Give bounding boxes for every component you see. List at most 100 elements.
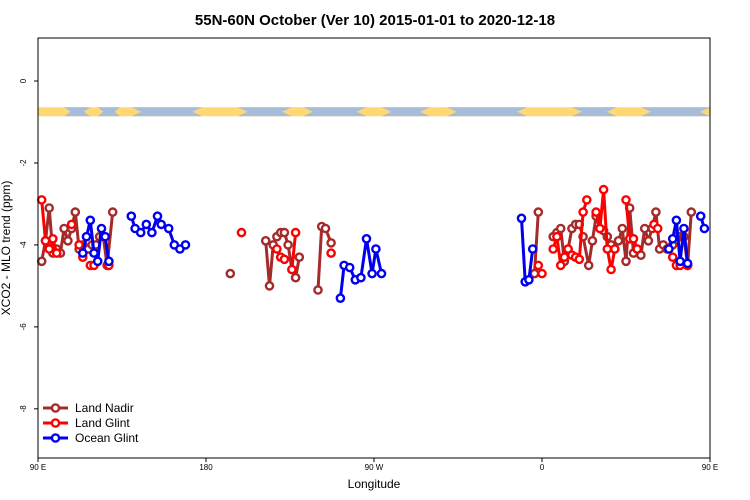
data-point (335, 293, 346, 304)
data-point (326, 238, 336, 248)
data-point (667, 233, 678, 244)
x-tick-label: 180 (199, 463, 213, 472)
land-ocean-band (38, 107, 710, 117)
data-point (664, 244, 674, 254)
data-point (36, 256, 47, 267)
data-point (147, 227, 157, 238)
data-point (617, 223, 628, 234)
data-point (287, 264, 297, 275)
data-point (361, 233, 372, 244)
y-tick-label: 0 (19, 78, 28, 83)
data-point (104, 256, 114, 267)
legend-label: Land Nadir (75, 401, 134, 415)
data-point (652, 223, 663, 234)
data-point (591, 207, 601, 217)
data-point (555, 223, 566, 234)
data-point (595, 223, 605, 234)
data-point (524, 274, 534, 285)
ocean-strip (97, 107, 121, 117)
data-point (48, 233, 58, 244)
y-axis: 0 -2 -4 -6 -8 (19, 78, 38, 412)
data-point (81, 231, 92, 242)
data-point (290, 272, 301, 283)
data-point (671, 215, 682, 226)
data-point (583, 260, 594, 271)
data-point (606, 264, 616, 275)
ocean-strip (640, 107, 710, 117)
ocean-strip (381, 107, 430, 117)
data-point (44, 244, 55, 254)
ocean-strip (131, 107, 203, 117)
data-point (290, 227, 301, 238)
data-point (356, 272, 366, 283)
y-tick-label: -6 (19, 323, 28, 331)
data-point (598, 184, 609, 195)
data-point (141, 219, 152, 230)
data-point (628, 233, 639, 244)
data-point (344, 262, 355, 273)
data-point (294, 252, 305, 263)
x-tick-label: 90 E (30, 463, 46, 472)
data-point (667, 252, 678, 263)
data-point (555, 260, 566, 271)
data-point (260, 235, 271, 246)
data-point (632, 244, 643, 254)
data-point (36, 195, 47, 205)
legend-marker (50, 403, 61, 413)
data-point (85, 215, 96, 226)
data-point (152, 211, 163, 221)
data-point (527, 244, 538, 254)
data-point (582, 195, 592, 205)
data-point (279, 254, 290, 265)
data-point (156, 219, 166, 230)
data-point (225, 268, 236, 279)
series-layer (36, 184, 710, 304)
ocean-strip (571, 107, 617, 117)
data-point (651, 207, 661, 217)
x-axis: 90 E 180 90 W 0 90 E (30, 458, 718, 472)
y-tick-label: -8 (19, 405, 28, 413)
data-point (59, 223, 69, 234)
data-point (679, 223, 689, 234)
land-strip (38, 107, 710, 117)
legend-label: Ocean Glint (75, 431, 139, 445)
data-point (180, 240, 191, 250)
data-point (643, 235, 654, 246)
data-point (682, 258, 693, 269)
data-point (695, 211, 706, 221)
x-tick-label: 0 (540, 463, 545, 472)
legend-marker (50, 433, 61, 443)
data-point (574, 254, 585, 265)
y-axis-label: XCO2 - MLO trend (ppm) (0, 181, 13, 316)
data-point (44, 203, 55, 213)
data-point (610, 244, 620, 254)
data-point (639, 223, 650, 234)
data-point (548, 244, 559, 254)
data-point (100, 231, 110, 242)
data-point (675, 256, 685, 267)
data-point (78, 248, 88, 258)
legend-label: Land Glint (75, 416, 130, 430)
data-point (376, 268, 387, 279)
y-tick-label: -2 (19, 159, 28, 167)
data-point (320, 223, 331, 234)
data-point (264, 281, 275, 291)
data-point (51, 248, 62, 258)
data-point (70, 207, 81, 217)
ocean-strip (303, 107, 367, 117)
data-point (587, 235, 598, 246)
data-point (96, 223, 107, 234)
y-tick-label: -4 (19, 241, 28, 249)
data-point (89, 248, 99, 258)
data-point (283, 240, 293, 250)
data-point (552, 231, 562, 242)
ocean-strip (64, 107, 91, 117)
data-point (272, 244, 282, 254)
data-point (326, 248, 336, 258)
ocean-strip (446, 107, 528, 117)
data-point (236, 227, 247, 238)
data-point (699, 223, 710, 234)
ocean-strip (237, 107, 292, 117)
